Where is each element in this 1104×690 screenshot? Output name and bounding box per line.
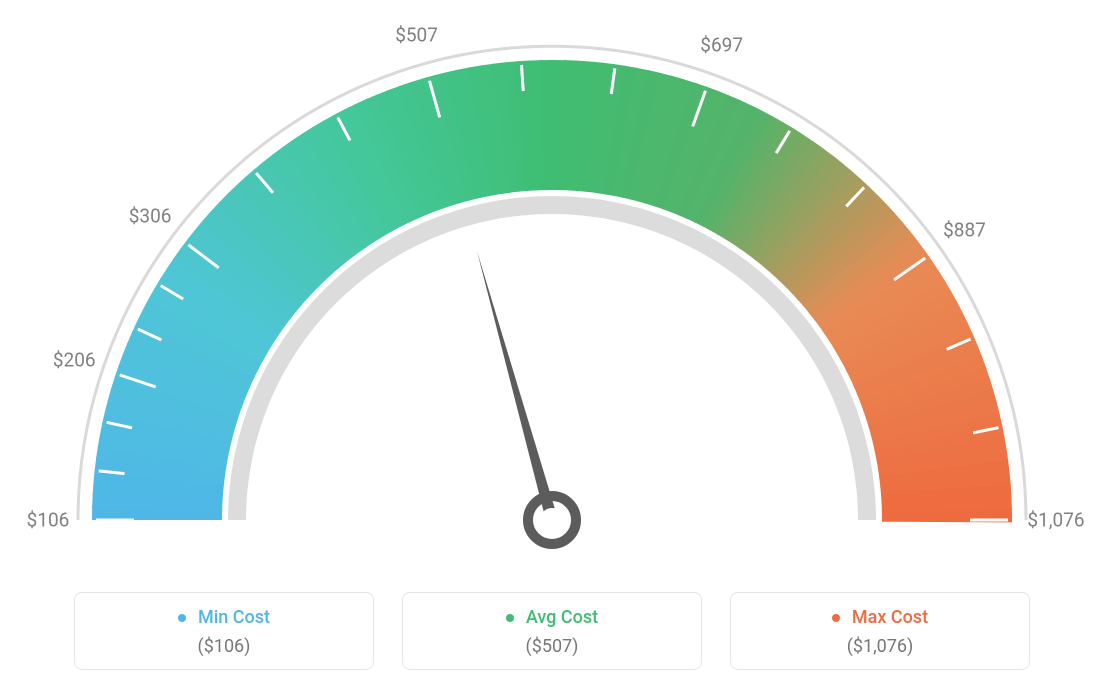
gauge-chart: $106 $206 $306 $507 $697 $887 $1,076	[0, 0, 1104, 560]
gauge-svg	[0, 0, 1104, 560]
legend-card-min: Min Cost ($106)	[74, 592, 374, 670]
legend-label-max: Max Cost	[852, 607, 928, 628]
legend-title-row: Min Cost	[85, 607, 363, 628]
tick-label: $306	[129, 204, 172, 227]
tick-label: $106	[27, 509, 70, 532]
legend-label-min: Min Cost	[198, 607, 270, 628]
legend-card-max: Max Cost ($1,076)	[730, 592, 1030, 670]
tick-label: $697	[700, 34, 743, 57]
tick-label: $887	[943, 219, 986, 242]
legend-value-max: ($1,076)	[741, 636, 1019, 657]
needle-hub-inner	[540, 508, 564, 532]
tick-label: $1,076	[1027, 509, 1084, 532]
dot-avg	[506, 614, 514, 622]
dot-max	[832, 614, 840, 622]
legend-row: Min Cost ($106) Avg Cost ($507) Max Cost…	[0, 592, 1104, 670]
needle	[477, 250, 558, 521]
dot-min	[178, 614, 186, 622]
legend-value-min: ($106)	[85, 636, 363, 657]
legend-title-row: Avg Cost	[413, 607, 691, 628]
minor-tick	[522, 65, 524, 91]
legend-value-avg: ($507)	[413, 636, 691, 657]
tick-label: $206	[53, 348, 96, 371]
cost-gauge-widget: $106 $206 $306 $507 $697 $887 $1,076 Min Cost …	[0, 0, 1104, 690]
legend-label-avg: Avg Cost	[526, 607, 598, 628]
legend-card-avg: Avg Cost ($507)	[402, 592, 702, 670]
legend-title-row: Max Cost	[741, 607, 1019, 628]
tick-label: $507	[395, 23, 438, 46]
